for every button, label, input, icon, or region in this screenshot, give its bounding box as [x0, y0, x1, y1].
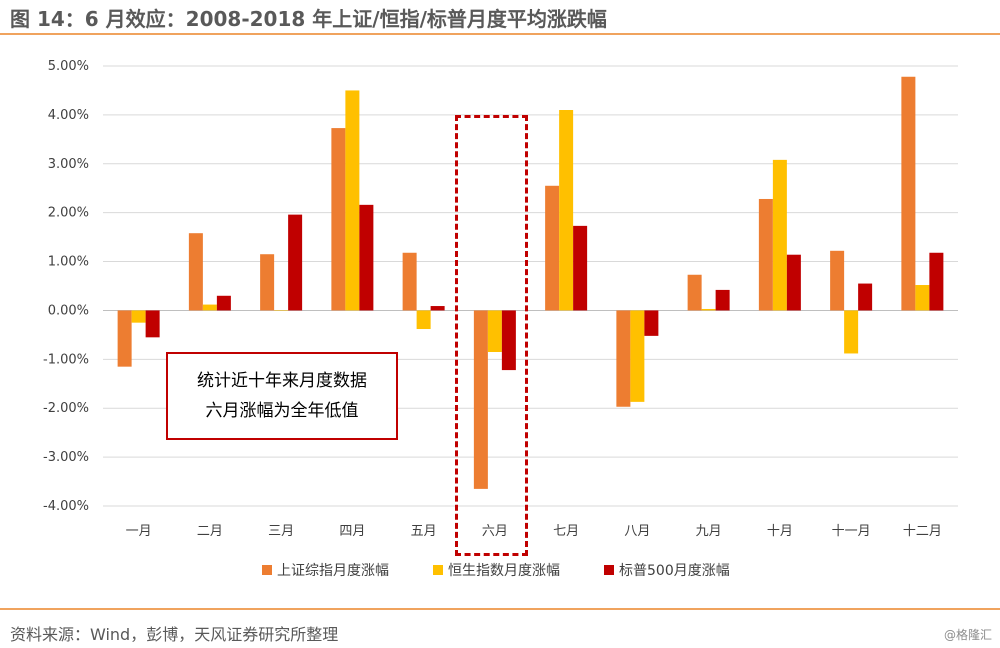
- y-tick-label: 0.00%: [48, 303, 89, 318]
- legend-swatch: [433, 565, 443, 575]
- bar: [858, 283, 873, 311]
- watermark: @格隆汇: [943, 628, 992, 642]
- bar: [772, 159, 787, 311]
- bar: [715, 289, 730, 311]
- bar: [131, 310, 146, 323]
- gridlines: [103, 65, 958, 507]
- y-axis-ticks: 5.00% 4.00% 3.00% 2.00% 1.00% 0.00% -1.00% -2.0…: [43, 59, 89, 514]
- y-tick-label: -3.00%: [43, 450, 89, 465]
- y-tick-label: 1.00%: [48, 255, 89, 270]
- x-axis-categories: 一月 二月 三月 四月 五月 六月 七月 八月 九月 十月 十一月 十二月: [126, 524, 942, 539]
- bar-chart: 5.00% 4.00% 3.00% 2.00% 1.00% 0.00% -1.00% -2.0…: [43, 59, 958, 579]
- y-tick-label: 2.00%: [48, 206, 89, 221]
- x-category-label: 十月: [767, 524, 793, 539]
- bar: [487, 310, 502, 352]
- bar: [758, 198, 773, 311]
- bar: [430, 306, 445, 311]
- bar: [188, 233, 203, 311]
- x-category-label: 八月: [624, 524, 650, 539]
- legend: 上证综指月度涨幅 恒生指数月度涨幅 标普500月度涨幅: [262, 563, 730, 579]
- bar: [288, 214, 303, 311]
- bar: [202, 304, 217, 311]
- x-category-label: 十二月: [903, 524, 942, 539]
- legend-swatch: [604, 565, 614, 575]
- bar: [416, 310, 431, 330]
- bar: [644, 310, 659, 336]
- bar: [929, 252, 944, 311]
- bar: [274, 310, 289, 311]
- bar: [501, 310, 516, 371]
- x-category-label: 十一月: [832, 524, 871, 539]
- bar: [402, 252, 417, 311]
- bar: [473, 310, 488, 489]
- bar: [559, 110, 574, 311]
- top-divider: [0, 33, 1000, 35]
- y-tick-label: 3.00%: [48, 157, 89, 172]
- legend-label: 恒生指数月度涨幅: [448, 563, 560, 579]
- bar: [345, 90, 360, 311]
- legend-swatch: [262, 565, 272, 575]
- y-tick-label: 5.00%: [48, 59, 89, 74]
- chart-title: 图 14：6 月效应：2008-2018 年上证/恒指/标普月度平均涨跌幅: [10, 7, 607, 31]
- bar: [145, 310, 160, 338]
- x-category-label: 三月: [268, 524, 294, 539]
- annotation-box: 统计近十年来月度数据 六月涨幅为全年低值: [166, 352, 398, 440]
- bar: [630, 310, 645, 402]
- bar: [216, 295, 231, 311]
- y-tick-label: 4.00%: [48, 108, 89, 123]
- bar: [786, 254, 801, 311]
- legend-label: 标普500月度涨幅: [619, 563, 730, 579]
- june-highlight-box: [455, 115, 528, 556]
- bar: [616, 310, 631, 407]
- bar: [359, 204, 374, 311]
- legend-label: 上证综指月度涨幅: [277, 563, 389, 579]
- bar: [573, 225, 588, 311]
- bar: [260, 254, 275, 311]
- bottom-divider: [0, 608, 1000, 610]
- x-category-label: 四月: [339, 524, 365, 539]
- bar: [901, 76, 916, 311]
- x-category-label: 七月: [553, 524, 579, 539]
- bar: [545, 185, 560, 311]
- bar: [844, 310, 859, 354]
- x-category-label: 五月: [411, 524, 437, 539]
- bar: [830, 250, 845, 311]
- annotation-line-1: 统计近十年来月度数据: [197, 371, 367, 391]
- y-tick-label: -2.00%: [43, 401, 89, 416]
- bar: [701, 308, 716, 311]
- x-category-label: 九月: [696, 524, 722, 539]
- bar: [331, 128, 346, 311]
- y-tick-label: -4.00%: [43, 499, 89, 514]
- source-note: 资料来源：Wind，彭博，天风证券研究所整理: [10, 625, 339, 644]
- annotation-line-2: 六月涨幅为全年低值: [205, 401, 359, 421]
- y-tick-label: -1.00%: [43, 352, 89, 367]
- x-category-label: 二月: [197, 524, 223, 539]
- x-category-label: 六月: [482, 524, 508, 539]
- bar: [687, 274, 702, 311]
- bar: [117, 310, 132, 367]
- bar: [915, 285, 930, 311]
- x-category-label: 一月: [126, 524, 152, 539]
- bars: [117, 76, 944, 489]
